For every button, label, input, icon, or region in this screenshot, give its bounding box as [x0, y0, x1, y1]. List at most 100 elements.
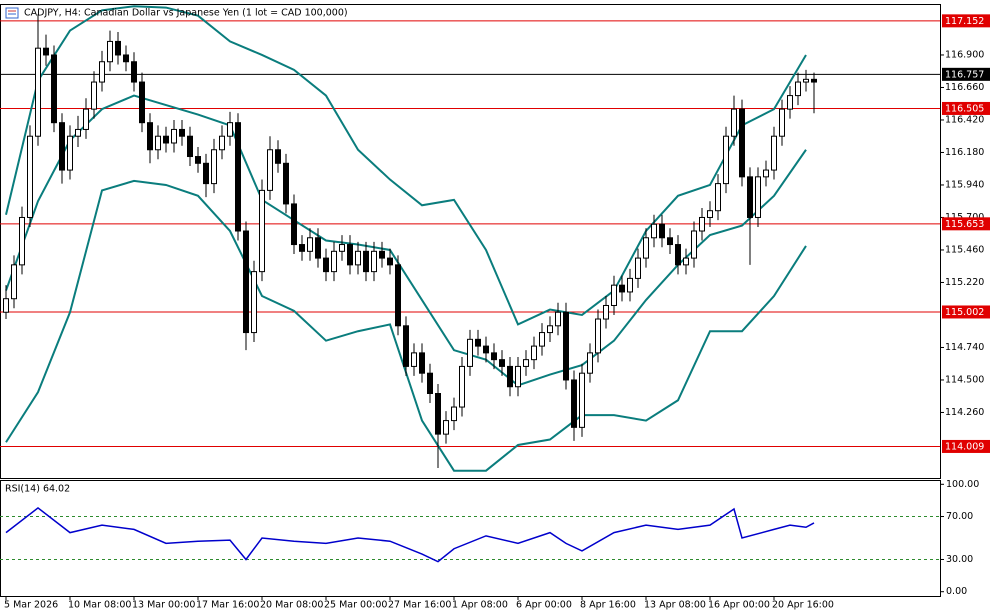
x-tick-label: 16 Apr 00:00 [708, 600, 770, 611]
candle-body [19, 216, 25, 266]
x-tick-label: 25 Mar 00:00 [324, 600, 387, 611]
candle-body [179, 128, 185, 137]
y-tick-label: 114.500 [945, 374, 984, 385]
candle-body [339, 244, 345, 252]
candle-body [491, 352, 497, 361]
candle-body [787, 95, 793, 110]
candle-body [347, 244, 353, 266]
x-tick-label: 6 Apr 00:00 [516, 600, 572, 611]
y-tick-label: 116.420 [945, 114, 984, 125]
candle-body [27, 135, 33, 218]
candle-body [547, 325, 553, 334]
candle-body [355, 250, 361, 266]
x-tick-label: 13 Apr 08:00 [644, 600, 706, 611]
x-tick-label: 5 Mar 2026 [4, 600, 58, 611]
rsi-tick-label: 70.00 [946, 511, 973, 522]
candle-body [107, 40, 113, 63]
y-tick-label: 114.260 [945, 407, 984, 418]
candle-body [147, 122, 153, 151]
candle-body [675, 244, 681, 266]
level-label-box [942, 217, 990, 231]
candle-body [251, 271, 257, 334]
x-tick-label: 20 Mar 08:00 [260, 600, 323, 611]
candle-body [595, 318, 601, 354]
candle-body [523, 359, 529, 367]
candle-body [507, 365, 513, 388]
candle-body [291, 203, 297, 246]
candle-body [635, 257, 641, 279]
candle-body [739, 108, 745, 178]
rsi-panel [0, 480, 941, 597]
candle-body [139, 81, 145, 124]
y-tick-label: 116.660 [945, 82, 984, 93]
candle-body [795, 81, 801, 97]
candle-body [587, 352, 593, 374]
candle-body [235, 122, 241, 232]
candle-body [643, 237, 649, 259]
candle-body [683, 257, 689, 266]
candle-body [395, 264, 401, 327]
candle-body [747, 176, 753, 218]
candle-body [387, 257, 393, 266]
level-label: 115.653 [945, 219, 984, 230]
candle-body [443, 420, 449, 435]
rsi-tick-label: 0.00 [946, 586, 967, 597]
candle-body [123, 54, 129, 63]
level-label: 116.505 [945, 103, 984, 114]
candle-body [691, 230, 697, 259]
candle-body [707, 210, 713, 218]
price-panel [0, 4, 941, 479]
level-label: 117.152 [945, 16, 984, 27]
candle-body [275, 149, 281, 164]
y-tick-label: 115.940 [945, 179, 984, 190]
candle-body [35, 47, 41, 137]
candle-body [779, 108, 785, 137]
x-tick-label: 8 Apr 16:00 [580, 600, 636, 611]
y-tick-label: 116.900 [945, 49, 984, 60]
candle-body [419, 352, 425, 374]
candle-body [571, 379, 577, 428]
x-tick-label: 13 Mar 00:00 [132, 600, 195, 611]
candle-body [803, 78, 809, 83]
level-label: 116.757 [945, 69, 984, 80]
candle-body [163, 135, 169, 144]
candle-body [283, 162, 289, 205]
candle-body [307, 237, 313, 252]
candle-body [371, 250, 377, 273]
candle-body [579, 372, 585, 428]
level-label-box [942, 14, 990, 28]
candle-body [459, 365, 465, 408]
candle-body [563, 311, 569, 381]
candle-body [259, 189, 265, 273]
candle-body [499, 359, 505, 367]
level-label-box [942, 305, 990, 319]
level-label: 115.002 [945, 307, 984, 318]
level-label-box [942, 439, 990, 453]
candle-body [667, 237, 673, 246]
candle-body [211, 149, 217, 185]
candle-body [651, 223, 657, 239]
candle-body [379, 250, 385, 259]
candle-body [267, 149, 273, 191]
candle-body [467, 338, 473, 367]
candle-body [299, 244, 305, 252]
candle-body [539, 332, 545, 347]
candle-body [555, 311, 561, 327]
plot: 116.900116.660116.420116.180115.940115.7… [0, 5, 990, 611]
x-tick-label: 1 Apr 08:00 [452, 600, 508, 611]
candle-body [3, 298, 9, 313]
candle-body [715, 183, 721, 212]
candle-body [363, 250, 369, 273]
candle-body [131, 61, 137, 83]
rsi-tick-label: 100.00 [946, 479, 979, 490]
candle-body [771, 135, 777, 171]
x-tick-label: 17 Mar 16:00 [196, 600, 259, 611]
rsi-title: RSI(14) 64.02 [5, 484, 70, 495]
candle-body [483, 345, 489, 354]
candle-body [515, 365, 521, 388]
y-tick-label: 116.180 [945, 147, 984, 158]
candle-body [611, 284, 617, 306]
candle-body [627, 277, 633, 293]
x-tick-label: 10 Mar 08:00 [68, 600, 131, 611]
